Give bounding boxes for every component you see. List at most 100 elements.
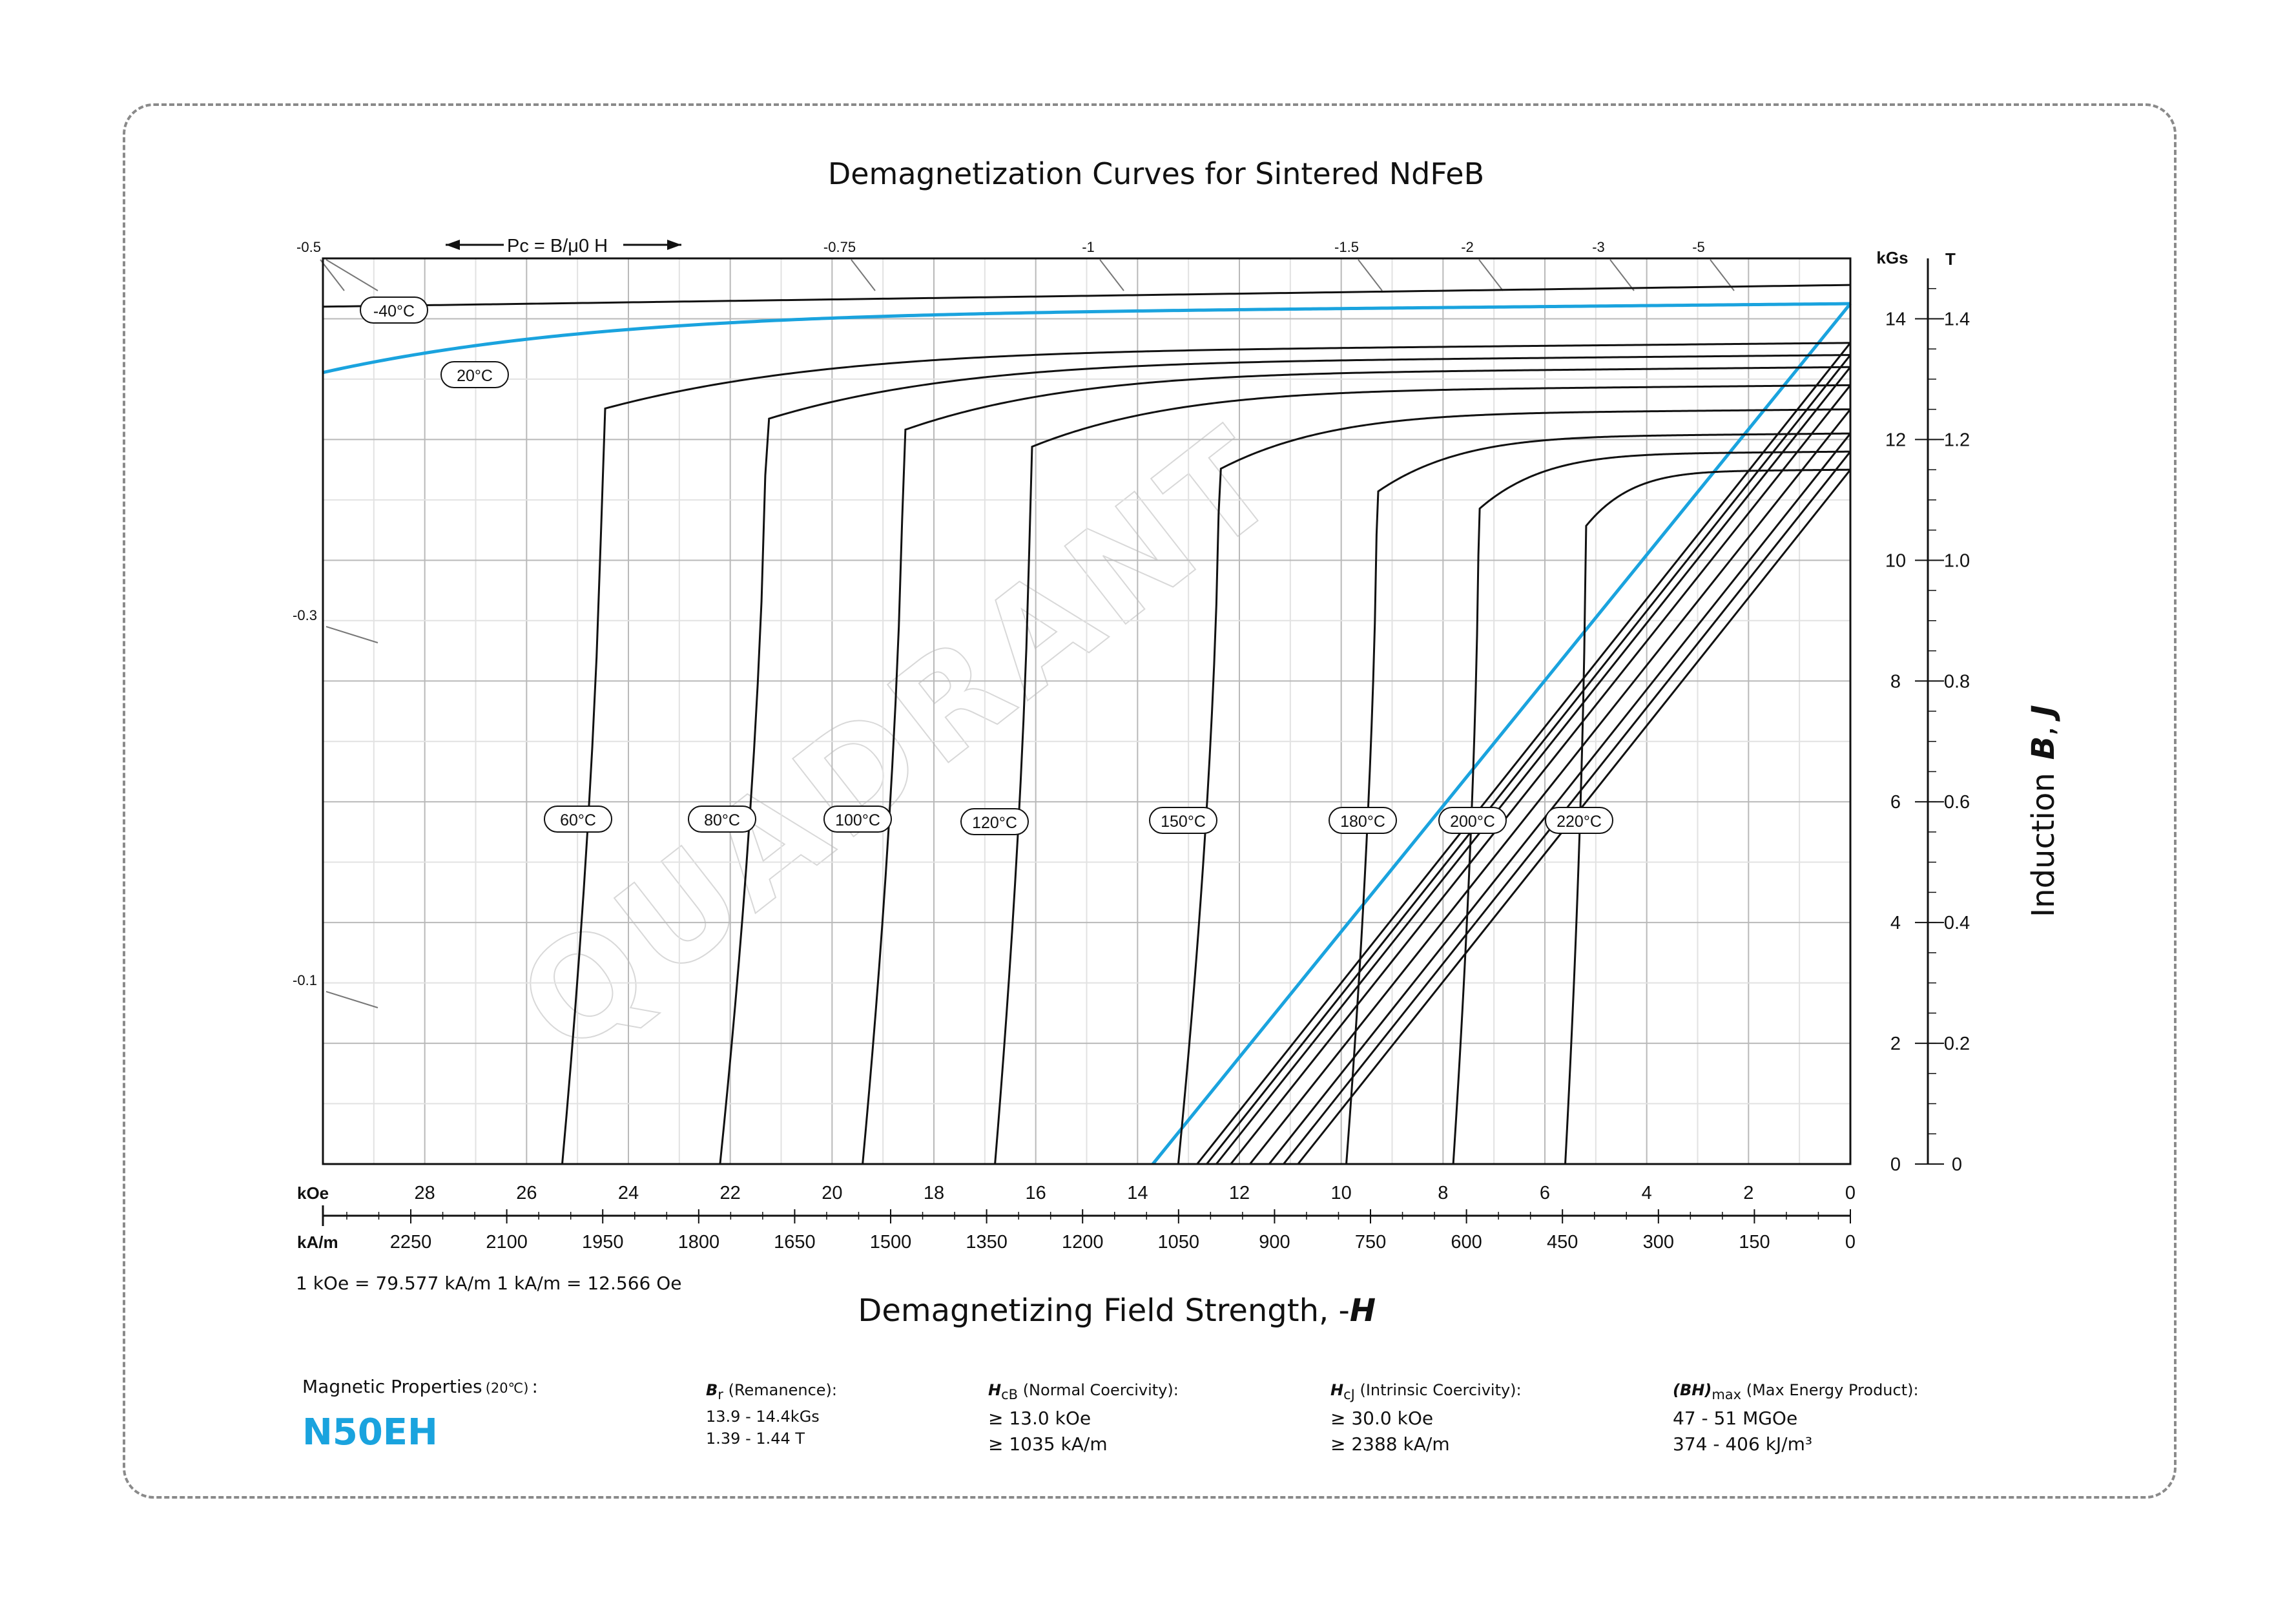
x-tick-kam: 150	[1739, 1232, 1770, 1253]
b-curve-150°C	[1249, 408, 1852, 1165]
j-curve-220°C	[1564, 468, 1851, 1165]
magnetic-properties-heading: Magnetic Properties (20℃) :	[302, 1376, 538, 1397]
y-tick-t: 0.4	[1944, 913, 1970, 933]
curve-labels: -40°C 20°C 60°C 80°C 100°C 120°C 150°C 180°C 200…	[360, 296, 1613, 835]
y-tick-t: 0.6	[1944, 792, 1970, 813]
b-curve-80°C	[1206, 354, 1852, 1165]
y-axis-comma: ,	[2025, 716, 2062, 736]
pc-tick-mark	[326, 626, 378, 643]
chart-title: Demagnetization Curves for Sintered NdFe…	[828, 156, 1484, 191]
x-tick-koe: 6	[1540, 1183, 1550, 1203]
x-axis-symbol: H	[1350, 1293, 1376, 1329]
pc-tick-label: -0.1	[293, 972, 317, 988]
y-tick-t: 0.8	[1944, 671, 1970, 692]
x-tick-koe: 22	[720, 1183, 741, 1203]
pc-tick-mark	[1099, 259, 1124, 291]
pc-tick-mark	[326, 991, 378, 1008]
properties-heading-text: Magnetic Properties	[302, 1376, 482, 1397]
x-unit-koe: kOe	[297, 1183, 329, 1203]
curve-label-box	[1149, 807, 1217, 834]
y-tick-kgs: 12	[1885, 430, 1906, 450]
curve-label-box	[688, 806, 756, 833]
demagnetization-curves	[322, 284, 1852, 1165]
curve-label: 150°C	[1161, 813, 1206, 831]
curve-label-box	[360, 296, 428, 324]
curve-label-box	[1438, 807, 1507, 834]
j-curve-200°C	[1452, 450, 1851, 1165]
x-tick-kam: 1350	[966, 1232, 1008, 1253]
y-tick-t: 1.2	[1944, 430, 1970, 450]
j-curve-100°C	[862, 366, 1851, 1165]
properties-heading-colon: :	[532, 1376, 538, 1397]
j-curve-150°C	[1177, 408, 1851, 1165]
bhmax-sub: max	[1712, 1386, 1742, 1402]
x-tick-koe: 28	[415, 1183, 435, 1203]
pc-tick-label: -0.3	[293, 607, 317, 623]
pc-arrowhead-right	[667, 240, 681, 250]
b-curve-120°C	[1230, 384, 1852, 1165]
curve-label: 60°C	[560, 811, 596, 829]
hcb-value-1: ≥ 13.0 kOe	[988, 1407, 1091, 1429]
x-tick-kam: 900	[1259, 1232, 1290, 1253]
x-tick-koe: 20	[822, 1183, 842, 1203]
curve-label-box	[1545, 807, 1613, 834]
pc-tick-mark	[1358, 259, 1383, 291]
x-axis-title: Demagnetizing Field Strength, -H	[858, 1293, 1376, 1329]
hcb-name: (Normal Coercivity):	[1022, 1381, 1179, 1399]
pc-tick-label: -0.5	[296, 239, 321, 255]
curve-label: 200°C	[1450, 813, 1495, 831]
pc-tick-label: -0.75	[823, 239, 856, 255]
j-curve--40°C	[322, 284, 1851, 308]
b-curve-180°C	[1268, 433, 1852, 1165]
x-tick-kam: 1050	[1158, 1232, 1200, 1253]
plot-border	[322, 257, 1852, 1165]
hcj-symbol: H	[1330, 1381, 1344, 1399]
pc-tick-mark	[851, 259, 876, 291]
j-curve-80°C	[719, 354, 1851, 1165]
y-tick-t: 1.0	[1944, 550, 1970, 571]
pc-tick-mark	[1609, 259, 1635, 291]
page-frame	[123, 103, 2177, 1499]
x-tick-kam: 300	[1643, 1232, 1674, 1253]
curve-label-box	[823, 806, 892, 833]
pc-tick-mark	[1478, 259, 1504, 291]
x-tick-kam: 1800	[678, 1232, 720, 1253]
br-symbol: B	[706, 1381, 718, 1399]
pc-tick-label: -2	[1461, 239, 1474, 255]
x-tick-koe: 14	[1127, 1183, 1148, 1203]
y-tick-t: 0.2	[1944, 1034, 1970, 1054]
curve-label: 20°C	[457, 367, 493, 385]
curve-label: 120°C	[972, 814, 1017, 832]
bhmax-name: (Max Energy Product):	[1746, 1381, 1919, 1399]
x-tick-kam: 600	[1451, 1232, 1482, 1253]
x-tick-koe: 2	[1743, 1183, 1753, 1203]
x-tick-kam: 450	[1547, 1232, 1578, 1253]
grade-name: N50EH	[302, 1411, 438, 1453]
pc-tick-mark	[320, 259, 345, 291]
y-unit-t: T	[1945, 249, 1956, 269]
j-curve-20°C	[322, 302, 1851, 375]
curve-label-box	[544, 806, 612, 833]
x-tick-kam: 2250	[390, 1232, 432, 1253]
permeance-coefficient-lines: -0.5 -0.75 -1 -1.5 -2 -3 -5 -0.3 -0.1 Pc = B/μ0 H	[293, 236, 1735, 1008]
x-tick-koe: 26	[516, 1183, 537, 1203]
y-axis-title: InductionB, J	[2025, 705, 2062, 917]
x-tick-kam: 0	[1845, 1232, 1856, 1253]
hcb-symbol: H	[988, 1381, 1002, 1399]
x-tick-kam: 750	[1355, 1232, 1386, 1253]
x-unit-kam: kA/m	[297, 1233, 338, 1252]
prop-remanence: Br (Remanence): 13.9 - 14.4kGs 1.39 - 1.…	[706, 1379, 837, 1450]
curve-label: 80°C	[704, 811, 740, 829]
x-tick-kam: 1650	[774, 1232, 816, 1253]
unit-conversion-note: 1 kOe = 79.577 kA/m 1 kA/m = 12.566 Oe	[296, 1273, 682, 1294]
x-tick-kam: 1200	[1062, 1232, 1104, 1253]
y-axis-title-text: Induction	[2025, 773, 2062, 917]
b-curve-60°C	[1196, 342, 1852, 1165]
pc-tick-mark	[1710, 259, 1735, 291]
x-tick-koe: 18	[924, 1183, 944, 1203]
curve-label: -40°C	[373, 302, 415, 320]
hcj-sub: cJ	[1343, 1386, 1355, 1402]
pc-tick-mark	[326, 259, 378, 291]
y-tick-kgs: 2	[1890, 1034, 1901, 1054]
